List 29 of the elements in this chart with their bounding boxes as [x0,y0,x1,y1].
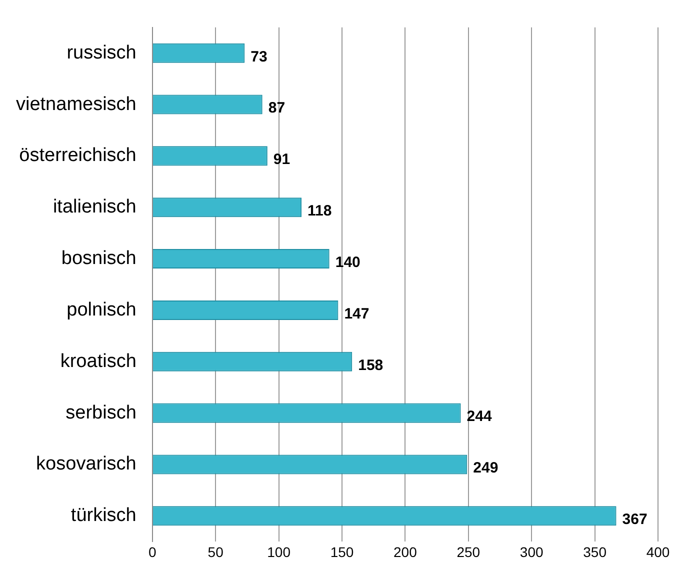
data-label: 87 [268,100,286,117]
data-label: 367 [622,511,648,528]
x-tick-label: 50 [208,544,224,560]
x-tick-label: 250 [456,544,480,560]
data-label: 244 [466,408,492,426]
data-label: 158 [358,356,384,374]
y-tick-label: serbisch [66,402,136,424]
data-label: 73 [250,48,268,66]
data-label: 91 [273,151,290,168]
y-tick-label: vietnamesisch [16,94,136,115]
x-tick-label: 200 [394,544,418,560]
data-label: 249 [473,460,498,477]
y-tick-label: russisch [66,42,136,64]
x-tick-label: 350 [583,544,607,560]
y-tick-label: italienisch [52,196,136,218]
x-tick-label: 100 [267,544,291,560]
x-tick-label: 400 [646,544,670,560]
data-label: 118 [308,202,332,220]
y-tick-label: bosnisch [61,248,136,270]
y-tick-label: polnisch [66,299,136,320]
x-tick-label: 150 [330,544,354,560]
y-tick-label: kroatisch [60,350,136,372]
x-tick-label: 0 [148,544,156,560]
y-tick-label: kosovarisch [36,454,136,475]
y-tick-label: türkisch [70,505,136,526]
y-tick-label: österreichisch [19,145,136,166]
data-label: 140 [335,254,360,271]
data-label: 147 [344,305,370,322]
x-tick-label: 300 [520,544,544,560]
